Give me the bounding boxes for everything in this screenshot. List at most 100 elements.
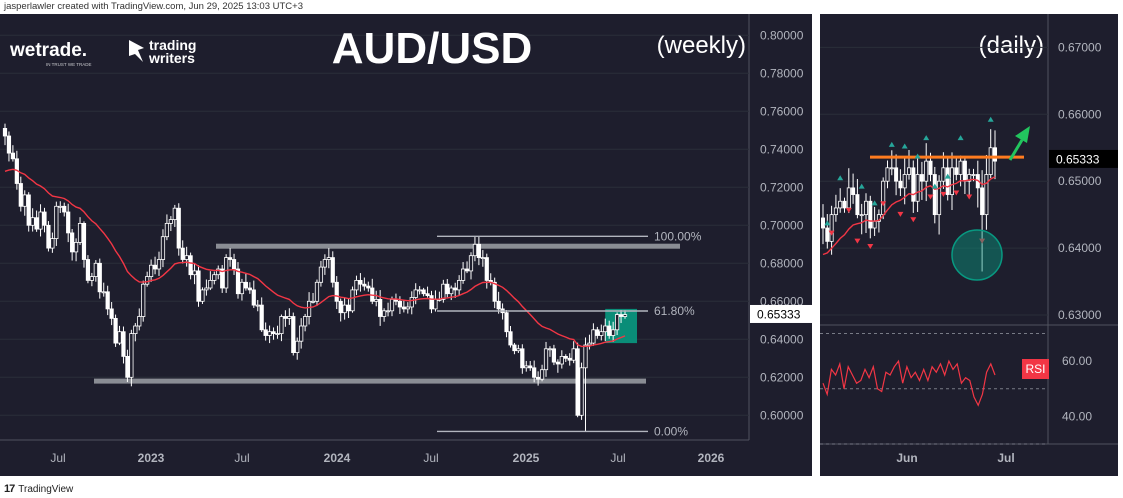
weekly-candle-body <box>382 310 387 317</box>
weekly-candle-body <box>176 207 181 249</box>
weekly-y-tick-label: 0.72000 <box>760 180 804 194</box>
weekly-candle-body <box>595 329 600 336</box>
weekly-candle-body <box>591 329 596 344</box>
daily-candle-body <box>855 194 860 216</box>
daily-candle-body <box>829 214 834 242</box>
daily-candle-body <box>821 217 826 229</box>
daily-candle-body <box>988 147 993 175</box>
weekly-candle-body <box>263 329 268 336</box>
daily-price-tag-text: 0.65333 <box>1056 152 1100 166</box>
weekly-y-tick-label: 0.64000 <box>760 332 804 346</box>
weekly-candle-body <box>216 268 221 276</box>
daily-candle-body <box>885 167 890 182</box>
daily-candle-body <box>872 220 877 229</box>
trading-writers-logo: trading writers <box>129 37 196 66</box>
weekly-candle-body <box>445 283 450 295</box>
weekly-candle-body <box>54 205 59 240</box>
weekly-candle-body <box>524 365 529 369</box>
daily-candle-body <box>919 174 924 182</box>
down-fractal-arrow-icon <box>910 217 917 223</box>
fib-level-label: 0.00% <box>654 424 688 438</box>
weekly-candle-body <box>168 219 173 224</box>
weekly-candle-body <box>204 287 209 291</box>
weekly-candle-body <box>583 344 588 369</box>
weekly-candle-body <box>275 333 280 336</box>
daily-subtitle: (daily) <box>979 32 1044 59</box>
daily-price-tag <box>1049 149 1118 168</box>
wetrade-tagline: IN TRUST WE TRADE <box>46 62 92 67</box>
weekly-candle-body <box>615 314 620 331</box>
weekly-candle-body <box>460 268 466 281</box>
weekly-candle-body <box>208 279 213 289</box>
weekly-candle-body <box>247 287 252 291</box>
weekly-candle-body <box>259 304 264 331</box>
daily-candle-body <box>842 200 847 209</box>
weekly-candle-body <box>239 281 245 295</box>
weekly-candle-body <box>559 355 564 365</box>
horizontal-level-line <box>94 378 646 384</box>
weekly-candle-body <box>85 259 91 281</box>
upward-arrow-icon <box>1008 139 1024 161</box>
down-fractal-arrow-icon <box>867 244 874 250</box>
weekly-candle-body <box>10 152 15 160</box>
weekly-x-tick-label: 2025 <box>513 451 540 465</box>
weekly-candle-body <box>291 316 296 353</box>
weekly-candle-body <box>567 357 572 361</box>
weekly-candle-body <box>184 255 189 260</box>
weekly-x-tick-label: 2024 <box>324 451 351 465</box>
weekly-candle-body <box>611 329 616 336</box>
rsi-y-tick-label: 60.00 <box>1062 354 1092 368</box>
daily-candle-body <box>954 167 959 175</box>
weekly-candle-body <box>607 325 612 336</box>
daily-candle-body <box>932 174 937 216</box>
daily-candle-body <box>937 180 942 216</box>
weekly-candle-body <box>453 287 458 291</box>
weekly-candle-body <box>73 241 79 253</box>
weekly-candle-body <box>429 295 434 310</box>
weekly-candle-body <box>334 281 339 302</box>
weekly-candle-body <box>587 342 592 346</box>
daily-y-tick-label: 0.66000 <box>1058 107 1102 121</box>
daily-x-tick-label: Jun <box>896 451 917 465</box>
weekly-candle-body <box>338 300 343 314</box>
footer: 17 TradingView <box>4 482 73 496</box>
daily-candle-body <box>864 200 869 216</box>
weekly-candle-body <box>413 289 418 298</box>
weekly-candle-body <box>421 289 426 295</box>
weekly-price-tag-text: 0.65333 <box>757 307 801 321</box>
weekly-candle-body <box>145 276 150 285</box>
weekly-candle-body <box>38 211 43 230</box>
daily-candle-body <box>894 167 899 182</box>
weekly-candle-body <box>472 243 478 257</box>
weekly-candle-body <box>227 257 233 260</box>
daily-y-tick-label: 0.63000 <box>1058 308 1102 322</box>
fib-level-label: 61.80% <box>654 304 695 318</box>
weekly-candle-body <box>622 314 628 317</box>
weekly-candle-body <box>532 367 537 378</box>
weekly-candle-body <box>551 348 557 363</box>
down-fractal-arrow-icon <box>966 194 973 200</box>
chart-credit: jasperlawler created with TradingView.co… <box>4 1 303 12</box>
daily-candle-body <box>902 174 907 189</box>
weekly-candle-body <box>105 291 110 310</box>
horizontal-level-line <box>216 243 680 249</box>
weekly-candle-body <box>374 298 379 302</box>
weekly-candle-body <box>299 325 304 342</box>
weekly-x-tick-label: 2026 <box>698 451 725 465</box>
weekly-candle-body <box>468 255 474 272</box>
weekly-candle-body <box>555 361 560 365</box>
weekly-candle-body <box>303 316 308 327</box>
weekly-candle-body <box>409 297 414 308</box>
weekly-candle-body <box>480 257 485 260</box>
weekly-candle-body <box>66 211 71 234</box>
rsi-y-tick-label: 40.00 <box>1062 409 1092 423</box>
weekly-candle-body <box>267 331 272 336</box>
daily-candle-body <box>945 167 950 195</box>
weekly-candle-body <box>212 274 217 281</box>
weekly-candle-body <box>536 376 541 380</box>
weekly-candle-body <box>433 298 438 310</box>
down-fractal-arrow-icon <box>897 211 904 217</box>
daily-candle-body <box>846 187 851 209</box>
weekly-candle-body <box>547 348 553 351</box>
weekly-candle-body <box>528 365 533 369</box>
